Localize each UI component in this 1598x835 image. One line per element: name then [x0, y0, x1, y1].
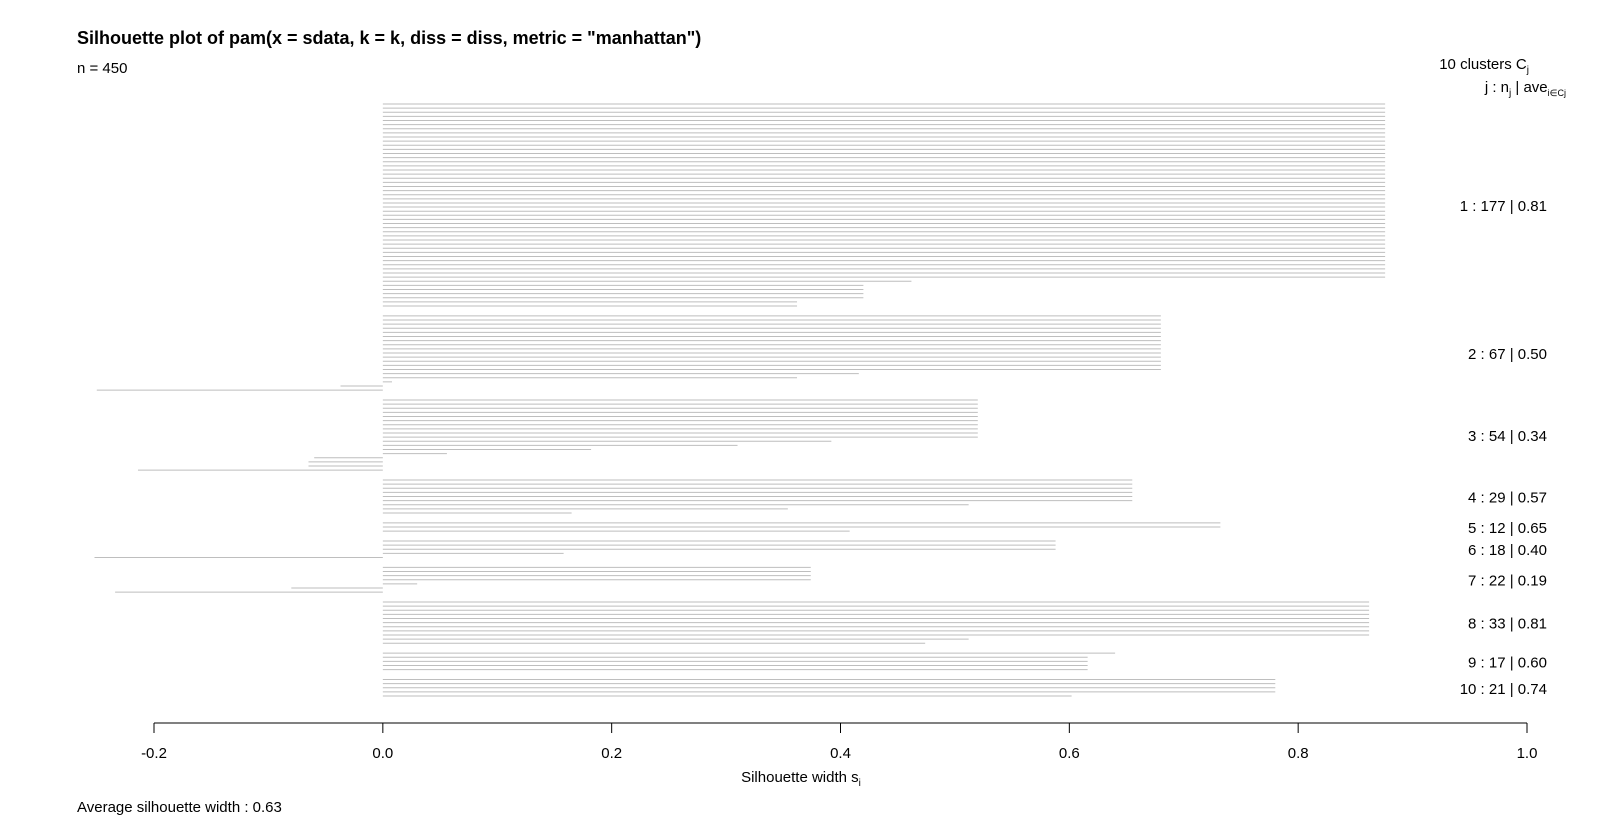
legend-header: 10 clusters Cj — [1439, 56, 1529, 76]
sample-size-label: n = 450 — [77, 60, 128, 77]
cluster-label-10: 10 : 21 | 0.74 — [1460, 681, 1547, 698]
cluster-label-6: 6 : 18 | 0.40 — [1468, 542, 1547, 559]
cluster-label-2: 2 : 67 | 0.50 — [1468, 346, 1547, 363]
x-tick-label: 0.6 — [1059, 745, 1080, 762]
legend-subheader-sub1: j — [1508, 88, 1511, 99]
legend-subheader: j : nj | avei∈Cj — [1484, 79, 1566, 99]
x-axis-label-subscript: i — [859, 778, 861, 789]
x-axis: -0.2 0.0 0.2 0.4 0.6 0.8 1.0 — [141, 722, 1537, 762]
legend-header-main: 10 clusters C — [1439, 56, 1527, 73]
chart-title: Silhouette plot of pam(x = sdata, k = k,… — [77, 28, 702, 48]
cluster-label-3: 3 : 54 | 0.34 — [1468, 428, 1547, 445]
x-tick-label: 0.4 — [830, 745, 851, 762]
average-silhouette-width: Average silhouette width : 0.63 — [77, 799, 282, 816]
legend-subheader-sub2: i∈Cj — [1548, 88, 1566, 98]
cluster-labels: 1 : 177 | 0.81 2 : 67 | 0.50 3 : 54 | 0.34… — [1460, 198, 1547, 698]
legend-subheader-ave: | ave — [1511, 79, 1547, 96]
legend-header-subscript: j — [1526, 65, 1529, 76]
x-tick-label: 1.0 — [1517, 745, 1538, 762]
x-axis-label-main: Silhouette width s — [741, 769, 859, 786]
cluster-label-8: 8 : 33 | 0.81 — [1468, 616, 1547, 633]
x-tick-label: 0.8 — [1288, 745, 1309, 762]
x-tick-label: 0.2 — [601, 745, 622, 762]
x-axis-ticks: -0.2 0.0 0.2 0.4 0.6 0.8 1.0 — [141, 723, 1537, 762]
cluster-label-9: 9 : 17 | 0.60 — [1468, 654, 1547, 671]
legend-subheader-j: j : n — [1484, 79, 1509, 96]
silhouette-bars — [94, 103, 1386, 697]
cluster-label-7: 7 : 22 | 0.19 — [1468, 573, 1547, 590]
cluster-label-1: 1 : 177 | 0.81 — [1460, 198, 1547, 215]
x-axis-label: Silhouette width si — [741, 769, 861, 789]
cluster-label-4: 4 : 29 | 0.57 — [1468, 490, 1547, 507]
x-tick-label: 0.0 — [372, 745, 393, 762]
cluster-label-5: 5 : 12 | 0.65 — [1468, 520, 1547, 537]
x-tick-label: -0.2 — [141, 745, 167, 762]
